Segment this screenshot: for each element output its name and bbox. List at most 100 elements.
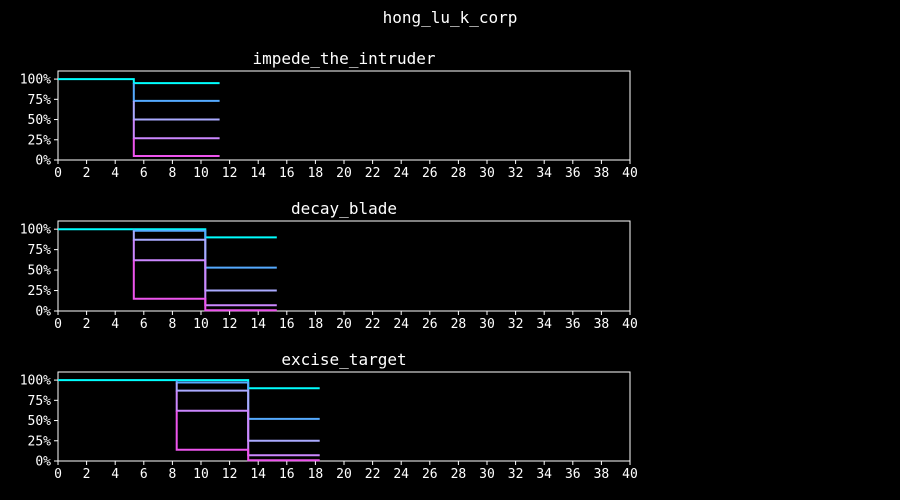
- x-tick-label: 32: [508, 467, 524, 482]
- y-tick-label: 0%: [35, 154, 51, 169]
- axes-frame: [57, 371, 631, 462]
- x-tick-label: 18: [308, 317, 324, 332]
- x-tick-label: 14: [250, 317, 266, 332]
- series-line-0: [58, 78, 220, 85]
- x-tick-label: 14: [250, 467, 266, 482]
- subplot-title: excise_target: [281, 350, 406, 369]
- x-tick-label: 4: [111, 317, 119, 332]
- y-tick-label: 0%: [35, 305, 51, 320]
- series-line-1: [175, 380, 320, 420]
- y-tick-label: 0%: [35, 455, 51, 470]
- x-tick-label: 16: [279, 317, 295, 332]
- x-tick-label: 16: [279, 166, 295, 181]
- y-tick-label: 50%: [28, 113, 52, 128]
- x-tick-label: 22: [365, 467, 381, 482]
- x-tick-label: 8: [168, 317, 176, 332]
- x-tick-label: 12: [222, 317, 238, 332]
- x-tick-label: 0: [54, 317, 62, 332]
- x-tick-label: 24: [393, 467, 409, 482]
- series-line-2: [175, 382, 320, 442]
- series-line-1: [132, 83, 220, 102]
- series-line-2: [132, 100, 220, 121]
- x-tick-label: 8: [168, 166, 176, 181]
- subplot-title: impede_the_intruder: [252, 49, 435, 68]
- x-tick-label: 38: [594, 166, 610, 181]
- series-line-4: [132, 138, 220, 157]
- y-tick-label: 25%: [28, 133, 52, 148]
- x-tick-label: 36: [565, 317, 581, 332]
- x-tick-label: 26: [422, 166, 438, 181]
- x-tick-label: 32: [508, 166, 524, 181]
- x-tick-label: 4: [111, 467, 119, 482]
- x-tick-label: 26: [422, 317, 438, 332]
- x-tick-label: 18: [308, 467, 324, 482]
- y-tick-label: 50%: [28, 414, 52, 429]
- figure-title: hong_lu_k_corp: [382, 8, 518, 27]
- x-tick-label: 12: [222, 467, 238, 482]
- series-line-3: [175, 390, 320, 457]
- x-tick-label: 10: [193, 166, 209, 181]
- x-tick-label: 0: [54, 467, 62, 482]
- y-tick-label: 100%: [20, 374, 51, 389]
- series-line-4: [175, 410, 320, 462]
- x-tick-label: 30: [479, 166, 495, 181]
- x-tick-label: 2: [83, 317, 91, 332]
- series-line-3: [132, 239, 277, 307]
- x-tick-label: 40: [622, 317, 638, 332]
- axes-frame: [57, 70, 631, 161]
- x-tick-label: 24: [393, 317, 409, 332]
- x-tick-label: 30: [479, 467, 495, 482]
- series-line-4: [132, 260, 277, 312]
- y-tick-label: 50%: [28, 264, 52, 279]
- x-tick-label: 28: [451, 166, 467, 181]
- x-tick-label: 6: [140, 467, 148, 482]
- x-tick-label: 34: [536, 317, 552, 332]
- x-tick-label: 16: [279, 467, 295, 482]
- y-tick-label: 100%: [20, 223, 51, 238]
- y-tick-label: 25%: [28, 284, 52, 299]
- x-tick-label: 34: [536, 467, 552, 482]
- x-tick-label: 0: [54, 166, 62, 181]
- x-tick-label: 20: [336, 166, 352, 181]
- x-tick-label: 22: [365, 317, 381, 332]
- series-line-2: [132, 230, 277, 292]
- x-tick-label: 6: [140, 317, 148, 332]
- x-tick-label: 20: [336, 467, 352, 482]
- x-tick-label: 14: [250, 166, 266, 181]
- x-tick-label: 26: [422, 467, 438, 482]
- x-tick-label: 18: [308, 166, 324, 181]
- x-tick-label: 2: [83, 166, 91, 181]
- x-tick-label: 24: [393, 166, 409, 181]
- x-tick-label: 32: [508, 317, 524, 332]
- x-tick-label: 40: [622, 467, 638, 482]
- x-tick-label: 36: [565, 166, 581, 181]
- x-tick-label: 36: [565, 467, 581, 482]
- series-line-1: [132, 229, 277, 269]
- y-tick-label: 100%: [20, 73, 51, 88]
- x-tick-label: 30: [479, 317, 495, 332]
- x-tick-label: 10: [193, 467, 209, 482]
- x-tick-label: 28: [451, 317, 467, 332]
- x-tick-label: 34: [536, 166, 552, 181]
- subplot-title: decay_blade: [291, 199, 397, 218]
- x-tick-label: 38: [594, 317, 610, 332]
- series-line-3: [132, 119, 220, 140]
- y-tick-label: 75%: [28, 93, 52, 108]
- series-line-0: [58, 379, 320, 390]
- x-tick-label: 4: [111, 166, 119, 181]
- y-tick-label: 75%: [28, 243, 52, 258]
- x-tick-label: 22: [365, 166, 381, 181]
- x-tick-label: 12: [222, 166, 238, 181]
- x-tick-label: 28: [451, 467, 467, 482]
- x-tick-label: 6: [140, 166, 148, 181]
- x-tick-label: 2: [83, 467, 91, 482]
- x-tick-label: 8: [168, 467, 176, 482]
- x-tick-label: 20: [336, 317, 352, 332]
- x-tick-label: 40: [622, 166, 638, 181]
- x-tick-label: 10: [193, 317, 209, 332]
- y-tick-label: 25%: [28, 434, 52, 449]
- axes-frame: [57, 220, 631, 312]
